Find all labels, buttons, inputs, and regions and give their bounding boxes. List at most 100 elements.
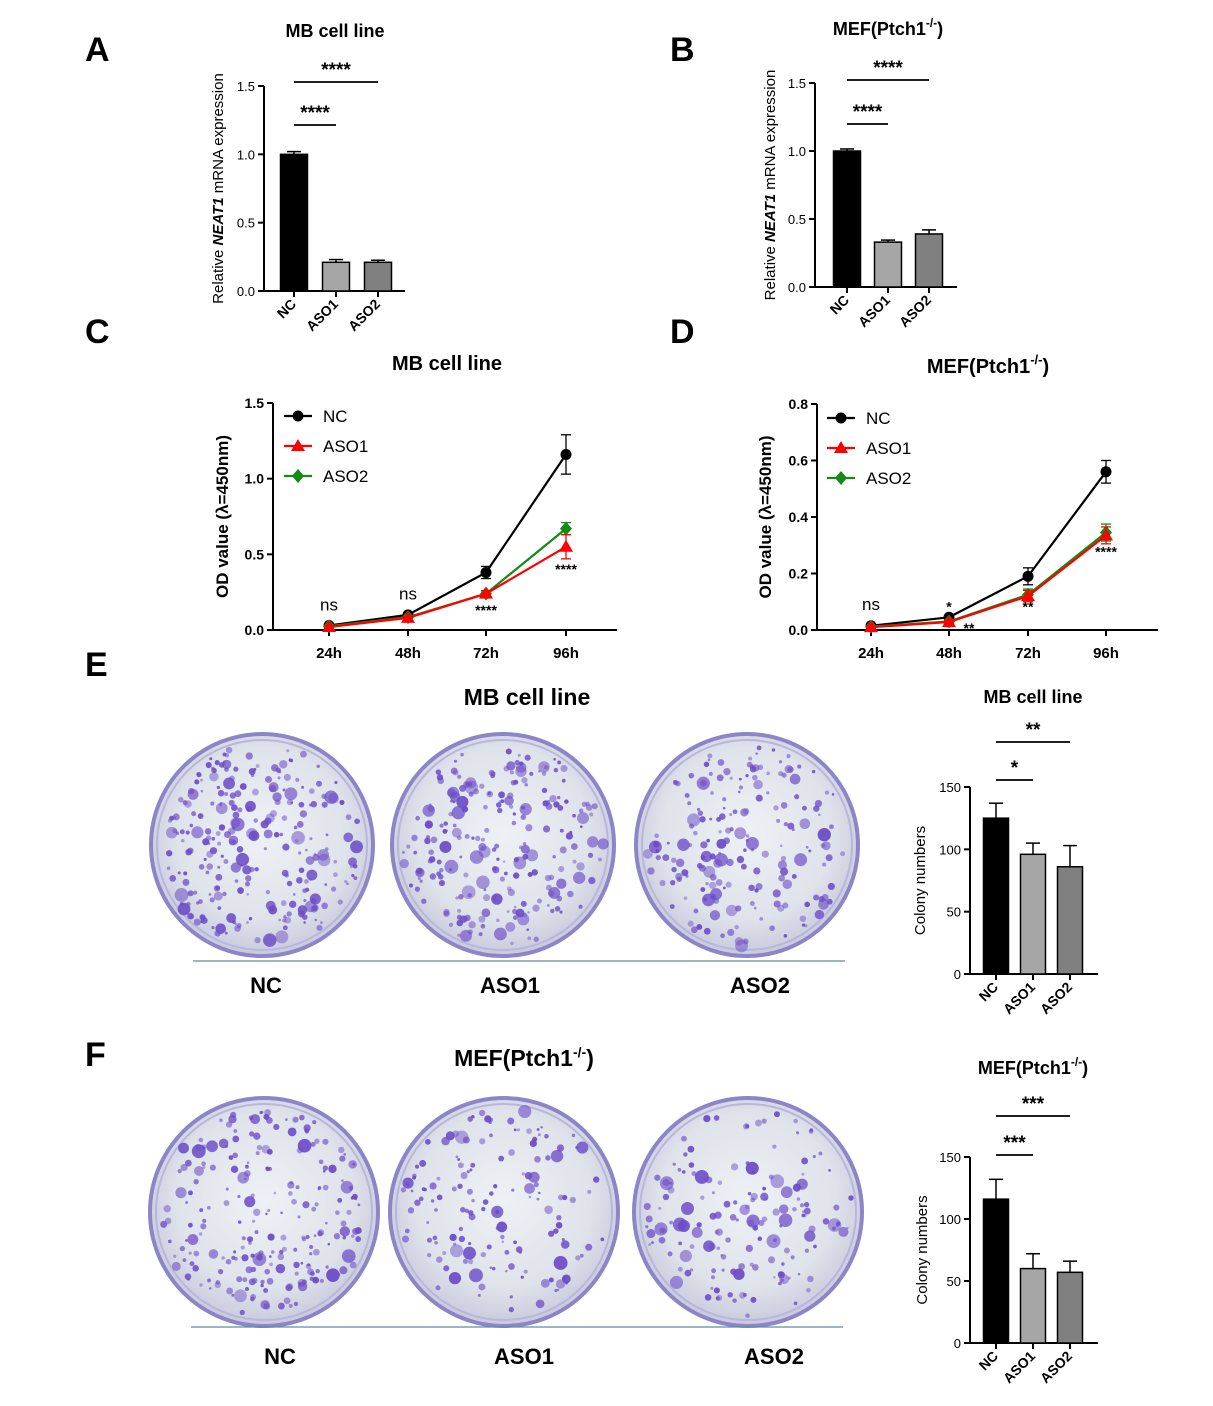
colony [184,1159,192,1167]
colony [739,1204,750,1216]
colony [324,1221,328,1225]
point-aso1 [559,539,573,552]
colony [194,1165,204,1176]
colony [320,921,323,924]
colony [717,1180,723,1185]
colony [520,814,527,820]
colony [494,927,507,941]
colony [549,795,557,803]
colony [310,1141,316,1147]
colony [335,1210,340,1215]
colony [593,1176,600,1183]
colony [307,1263,311,1267]
colony [540,1278,550,1288]
colony [822,832,825,836]
colony [188,1251,192,1255]
colony [696,807,701,811]
colony [430,1199,435,1203]
colony [237,807,243,813]
x-tick-label: 24h [858,645,884,662]
colony [742,1292,747,1297]
colony [703,1240,715,1252]
colony [414,1199,421,1206]
colony [777,860,788,870]
colony [730,1268,737,1275]
colony [434,1241,438,1245]
colony [439,868,444,873]
colony [533,936,539,942]
series-line-aso2 [870,531,1107,628]
colony [263,933,277,947]
colony [343,1153,347,1156]
colony [645,1215,653,1223]
colony [587,1189,592,1194]
colony [224,831,232,839]
colony [198,1232,203,1236]
colony [192,1265,199,1272]
colony [422,804,435,817]
colony [246,893,249,896]
colony [579,825,583,828]
bar-nc [832,150,862,288]
colony [560,764,568,773]
colony [255,1151,260,1156]
colony [296,821,304,828]
colony [448,922,454,927]
colony [296,876,303,884]
colony [826,898,833,905]
colony [573,871,586,884]
colony [282,788,286,792]
y-label-italic: NEAT1 [210,197,227,245]
colony [700,779,707,787]
colony [293,825,298,830]
colony [523,1269,528,1274]
colony [250,1114,261,1125]
colony [652,840,660,848]
colony [517,753,521,757]
colony [491,847,497,852]
colony [745,773,749,778]
colony [196,772,202,778]
colony [486,1244,492,1250]
colony [487,791,492,796]
colony [259,1110,263,1115]
colony [780,802,788,809]
colony [202,838,210,846]
colony [494,843,500,849]
colony [242,1277,248,1283]
plate-label-f-aso2: ASO2 [744,1344,804,1369]
colony [324,883,328,886]
colony [700,850,713,863]
colony [548,874,555,881]
colony [177,871,181,875]
colony [703,1114,711,1123]
colony [248,1278,256,1286]
y-tick-label: 0.0 [788,280,806,295]
colony [738,1263,745,1270]
colony [204,828,212,835]
annotation: ns [320,595,338,614]
point-nc [1022,570,1034,582]
colony [822,862,827,867]
colony [783,1247,790,1254]
colony [761,850,769,858]
colony [230,862,241,873]
annotation: **** [555,561,577,577]
y-label-pre: Relative [762,242,779,300]
colony [507,888,515,897]
colony [215,802,228,815]
colony [244,1286,250,1292]
colony [761,1118,767,1124]
colony [246,1161,250,1164]
colony [677,1219,690,1233]
y-tick-label: 0.2 [789,566,809,582]
colony [415,867,425,878]
colony [171,1261,181,1271]
colony [245,1164,249,1168]
colony [491,1205,504,1218]
colony [559,846,567,854]
colony [182,800,188,806]
colony [216,785,221,790]
x-tick-label: ASO2 [1037,979,1075,1017]
